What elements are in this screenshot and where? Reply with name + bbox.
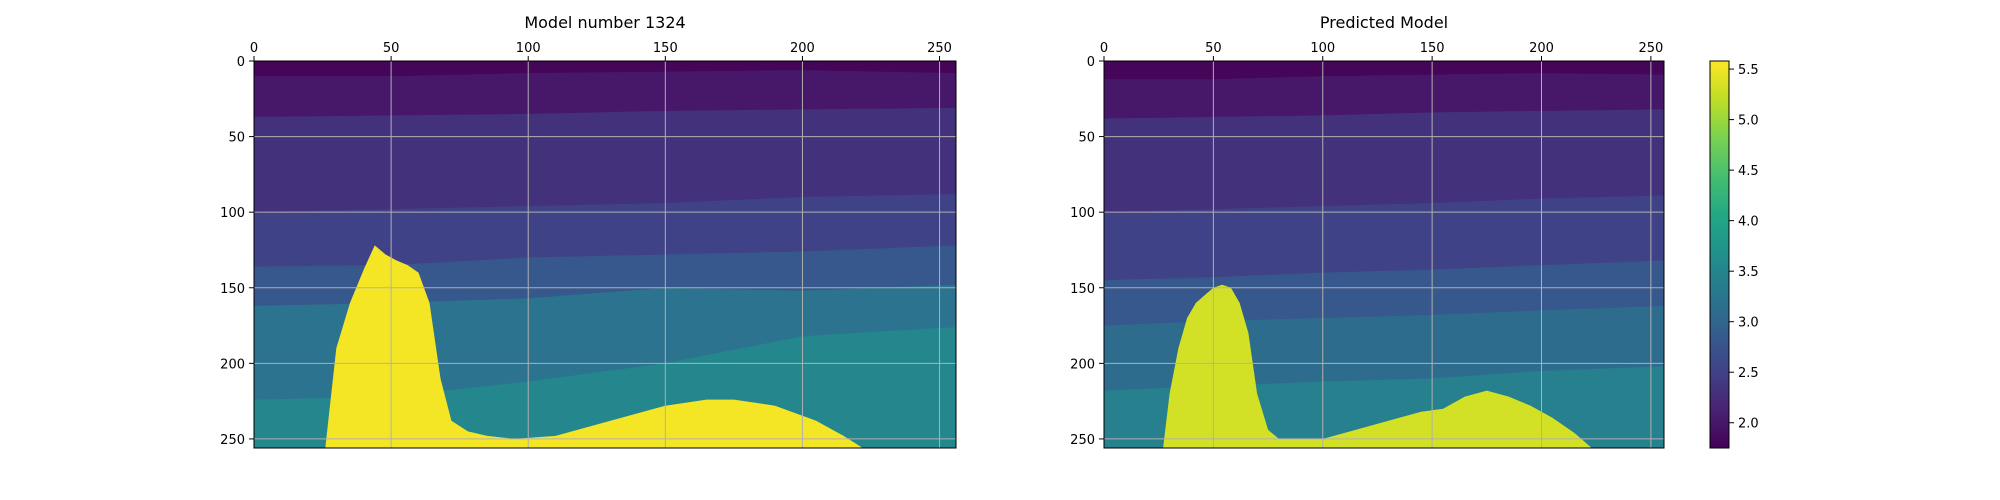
x-tick-label: 0 bbox=[250, 41, 258, 56]
x-axis-top: 0 50 100 150 200 250 bbox=[250, 41, 952, 61]
x-tick-label: 100 bbox=[1310, 41, 1335, 56]
colorbar-tick-label: 4.5 bbox=[1738, 164, 1759, 179]
colorbar-tick-label: 2.0 bbox=[1738, 417, 1759, 432]
colorbar-tick-label: 5.0 bbox=[1738, 114, 1759, 129]
y-tick-label: 250 bbox=[1070, 433, 1095, 448]
x-tick-label: 150 bbox=[653, 41, 678, 56]
colorbar-ticks: 2.0 2.5 3.0 3.5 4.0 4.5 5.0 5.5 bbox=[1729, 63, 1759, 432]
colorbar-frame bbox=[1709, 60, 1730, 449]
y-tick-label: 0 bbox=[237, 55, 245, 70]
panel-title: Predicted Model bbox=[1320, 13, 1448, 32]
x-tick-label: 250 bbox=[1638, 41, 1663, 56]
panel-title: Model number 1324 bbox=[524, 13, 685, 32]
axes-frame bbox=[1103, 60, 1665, 449]
salt-body bbox=[1163, 284, 1592, 448]
panel-true-model: Model number 1324 0 50 100 150 200 250 0 50 100… bbox=[220, 13, 957, 449]
x-tick-label: 150 bbox=[1420, 41, 1445, 56]
colorbar-tick-label: 3.5 bbox=[1738, 265, 1759, 280]
panel-predicted-model: Predicted Model 0 50 100 150 200 250 0 50 100 15… bbox=[1070, 13, 1665, 449]
y-tick-label: 150 bbox=[1070, 282, 1095, 297]
x-tick-label: 100 bbox=[516, 41, 541, 56]
y-tick-label: 250 bbox=[220, 433, 245, 448]
y-tick-label: 0 bbox=[1087, 55, 1095, 70]
colorbar-tick-label: 3.0 bbox=[1738, 316, 1759, 331]
y-tick-label: 100 bbox=[1070, 206, 1095, 221]
plot-area bbox=[1104, 61, 1664, 448]
x-tick-label: 250 bbox=[927, 41, 952, 56]
x-axis-top: 0 50 100 150 200 250 bbox=[1100, 41, 1663, 61]
colorbar-tick-label: 5.5 bbox=[1738, 63, 1759, 78]
colorbar-gradient bbox=[1710, 61, 1729, 448]
y-tick-label: 200 bbox=[1070, 357, 1095, 372]
colorbar: 2.0 2.5 3.0 3.5 4.0 4.5 5.0 5.5 bbox=[1709, 60, 1759, 449]
y-axis-left: 0 50 100 150 200 250 bbox=[220, 55, 254, 448]
y-tick-label: 200 bbox=[220, 357, 245, 372]
axes-frame bbox=[253, 60, 957, 449]
y-axis-left: 0 50 100 150 200 250 bbox=[1070, 55, 1104, 448]
salt-body bbox=[325, 245, 863, 448]
colorbar-tick-label: 2.5 bbox=[1738, 366, 1759, 381]
y-tick-label: 100 bbox=[220, 206, 245, 221]
x-tick-label: 50 bbox=[383, 41, 400, 56]
plot-area bbox=[254, 61, 956, 448]
y-tick-label: 50 bbox=[1078, 131, 1095, 146]
y-tick-label: 150 bbox=[220, 282, 245, 297]
x-tick-label: 50 bbox=[1205, 41, 1222, 56]
x-tick-label: 200 bbox=[1529, 41, 1554, 56]
y-tick-label: 50 bbox=[228, 131, 245, 146]
colorbar-tick-label: 4.0 bbox=[1738, 215, 1759, 230]
x-tick-label: 200 bbox=[790, 41, 815, 56]
x-tick-label: 0 bbox=[1100, 41, 1108, 56]
